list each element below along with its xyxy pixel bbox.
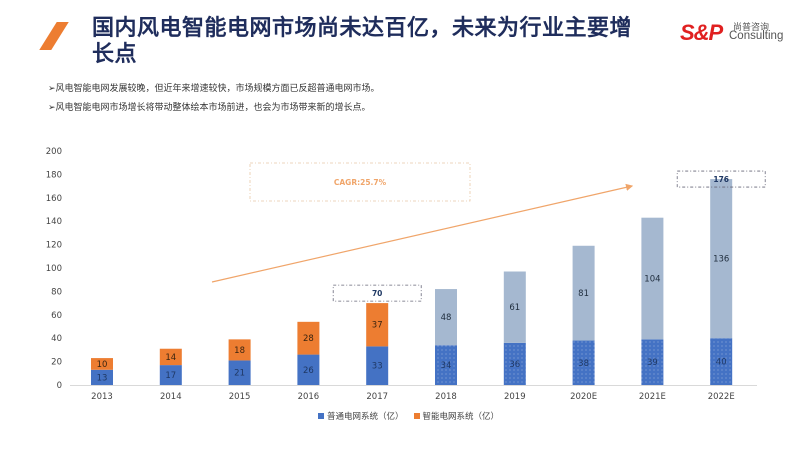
bar-ordinary xyxy=(91,369,113,385)
bullet-item: ➢风电智能电网发展较晚，但近年来增速较快，市场规模方面已反超普通电网市场。 xyxy=(48,84,380,94)
total-label: 176 xyxy=(713,175,729,184)
data-label-ordinary: 26 xyxy=(303,366,314,376)
bar-smart xyxy=(91,358,113,370)
legend-label: 普通电网系统（亿） xyxy=(327,412,404,422)
x-tick-label: 2021E xyxy=(639,392,666,402)
y-tick-label: 200 xyxy=(46,147,62,157)
legend-item-smart: 智能电网系统（亿） xyxy=(413,410,500,422)
x-tick-label: 2013 xyxy=(91,392,113,402)
bar-ordinary xyxy=(641,339,664,385)
bar-smart xyxy=(228,339,251,361)
data-label-smart: 136 xyxy=(713,255,729,265)
cagr-box xyxy=(249,162,471,202)
bar-smart xyxy=(159,348,182,366)
bar-ordinary xyxy=(228,360,251,385)
bar-smart xyxy=(297,321,320,355)
bar-ordinary xyxy=(159,365,182,385)
y-tick-label: 80 xyxy=(51,287,62,297)
cagr-label: CAGR:25.7% xyxy=(334,178,387,187)
y-tick-label: 140 xyxy=(46,217,62,227)
page-title: 国内风电智能电网市场尚未达百亿，未来为行业主要增长点 xyxy=(92,16,633,67)
bar-ordinary xyxy=(503,342,526,385)
chart-legend: 普通电网系统（亿） 智能电网系统（亿） xyxy=(318,410,499,422)
bar-smart xyxy=(572,245,595,341)
bar-smart xyxy=(503,271,526,343)
total-label: 70 xyxy=(372,289,382,298)
legend-swatch-ordinary xyxy=(318,413,324,419)
total-box xyxy=(332,284,422,302)
x-tick-label: 2020E xyxy=(570,392,597,402)
data-label-smart: 61 xyxy=(509,303,520,313)
x-axis-labels: 2013 2014 2015 2016 2017 2018 2019 2020E 2021E 20… xyxy=(91,392,735,402)
y-tick-label: 100 xyxy=(46,264,62,274)
legend-item-ordinary: 普通电网系统（亿） xyxy=(318,410,404,422)
bar-smart xyxy=(710,179,733,339)
data-label-smart: 10 xyxy=(97,360,108,370)
bar-smart xyxy=(366,303,389,347)
data-label-smart: 104 xyxy=(644,275,660,285)
y-tick-label: 60 xyxy=(51,311,62,321)
data-label-smart: 81 xyxy=(578,289,589,299)
bar-ordinary xyxy=(572,340,595,385)
legend-swatch-smart xyxy=(413,413,420,419)
data-label-ordinary: 39 xyxy=(647,358,658,368)
x-tick-label: 2014 xyxy=(160,392,182,402)
x-tick-label: 2018 xyxy=(435,392,457,402)
data-label-smart: 14 xyxy=(165,353,176,363)
bar-ordinary xyxy=(710,338,733,385)
data-label-smart: 28 xyxy=(303,334,314,344)
data-label-ordinary: 36 xyxy=(509,360,520,370)
x-tick-label: 2019 xyxy=(504,392,526,402)
cagr-trend-arrow xyxy=(211,183,634,283)
y-tick-label: 120 xyxy=(46,241,62,251)
bar-ordinary xyxy=(297,354,320,385)
data-label-ordinary: 21 xyxy=(234,369,245,379)
bar-ordinary xyxy=(435,345,457,385)
bullet-list: ➢风电智能电网发展较晚，但近年来增速较快，市场规模方面已反超普通电网市场。 ➢风… xyxy=(48,80,380,118)
y-axis: 0 20 40 60 80 100 120 140 160 180 200 xyxy=(46,147,62,391)
data-label-ordinary: 38 xyxy=(578,359,589,369)
bar-smart xyxy=(641,217,664,340)
data-label-smart: 48 xyxy=(441,313,452,323)
data-label-smart: 18 xyxy=(234,346,245,356)
data-label-smart: 37 xyxy=(372,321,383,331)
data-label-ordinary: 34 xyxy=(441,361,452,371)
bars-group: 13 10 17 14 21 18 26 28 33 37 34 48 36 61 38 81 39 104 40 1… xyxy=(91,179,733,385)
bar-ordinary xyxy=(366,346,389,385)
data-label-ordinary: 40 xyxy=(716,358,727,368)
logo-cn: 尚普咨询 xyxy=(733,23,770,33)
x-tick-label: 2016 xyxy=(298,392,320,402)
company-logo: S&P 尚普咨询 Consulting xyxy=(680,20,790,46)
legend-label: 智能电网系统（亿） xyxy=(422,412,500,422)
total-box xyxy=(676,170,766,188)
bar-smart xyxy=(435,289,457,346)
y-tick-label: 0 xyxy=(57,381,62,391)
data-label-ordinary: 33 xyxy=(372,362,383,372)
x-tick-label: 2015 xyxy=(229,392,251,402)
annotations-group: CAGR:25.7% 70 176 xyxy=(249,162,766,302)
y-tick-label: 180 xyxy=(46,170,62,180)
logo-mark: S&P xyxy=(680,20,723,45)
data-label-ordinary: 17 xyxy=(165,371,176,381)
data-label-ordinary: 13 xyxy=(97,373,108,383)
bullet-item: ➢风电智能电网市场增长将带动整体绘本市场前进，也会为市场带来新的增长点。 xyxy=(48,103,371,113)
x-tick-label: 2017 xyxy=(366,392,388,402)
y-tick-label: 160 xyxy=(46,194,62,204)
y-tick-label: 40 xyxy=(51,334,62,344)
x-tick-label: 2022E xyxy=(708,392,735,402)
y-tick-label: 20 xyxy=(51,358,62,368)
logo-en: Consulting xyxy=(729,30,784,42)
